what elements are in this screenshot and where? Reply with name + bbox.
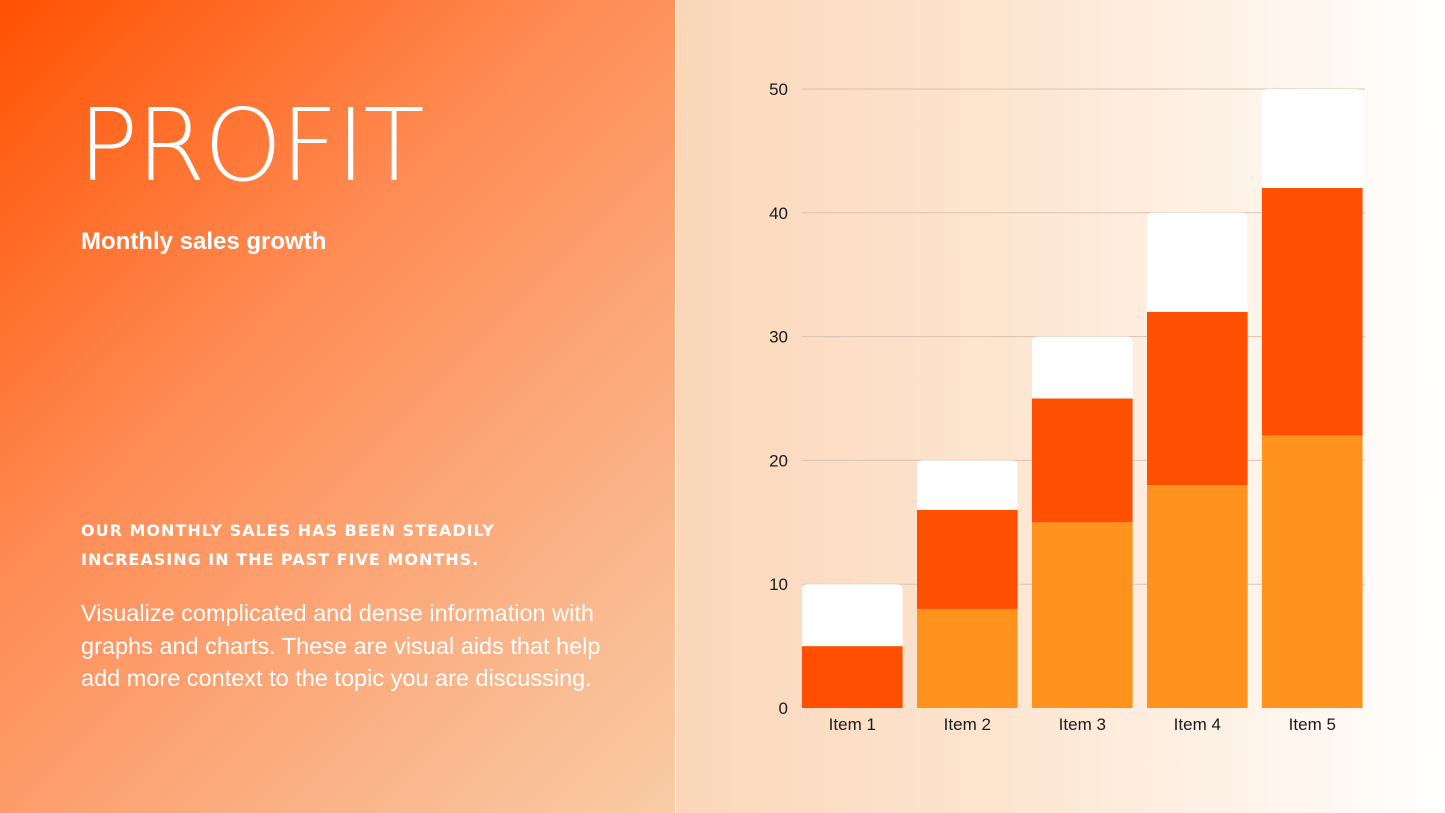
left-panel: PROFIT Monthly sales growth OUR MONTHLY …	[0, 0, 675, 813]
bar-segment-bottom	[1262, 435, 1363, 708]
y-tick-label: 0	[779, 699, 788, 718]
bar-segment-top	[917, 460, 1018, 510]
bar-segment-top	[1262, 89, 1363, 189]
x-tick-label: Item 2	[944, 715, 991, 734]
y-tick-label: 10	[769, 575, 788, 594]
bar-segment-middle	[917, 509, 1018, 609]
bar-segment-bottom	[1147, 485, 1248, 708]
bar-segment-bottom	[917, 608, 1018, 708]
x-tick-label: Item 1	[829, 715, 876, 734]
bar-segment-middle	[1147, 311, 1248, 486]
y-tick-label: 20	[769, 451, 788, 470]
bars	[802, 89, 1363, 708]
bar-segment-top	[802, 584, 903, 647]
x-tick-label: Item 3	[1059, 715, 1106, 734]
bar-segment-middle	[1262, 188, 1363, 436]
bar-segment-top	[1147, 212, 1248, 312]
body-text: Visualize complicated and dense informat…	[81, 600, 601, 691]
y-tick-label: 50	[769, 80, 788, 99]
page-subtitle: Monthly sales growth	[81, 228, 327, 255]
x-tick-label: Item 5	[1289, 715, 1336, 734]
y-tick-label: 30	[769, 328, 788, 347]
x-tick-label: Item 4	[1174, 715, 1221, 734]
bar-segment-bottom	[1032, 522, 1133, 708]
bar-segment-middle	[802, 646, 903, 708]
axis-labels: 0 10 20 30 40 50 Item 1 Item 2 Item 3 Item 4 Item …	[769, 80, 1336, 734]
highlight-text: OUR MONTHLY SALES HAS BEEN STEADILY INCR…	[81, 521, 495, 569]
stacked-bar-chart: 0 10 20 30 40 50 Item 1 Item 2 Item 3 Item 4 Item …	[769, 80, 1365, 734]
page-title: PROFIT	[78, 87, 425, 204]
y-tick-label: 40	[769, 204, 788, 223]
bar-segment-top	[1032, 336, 1133, 399]
bar-segment-middle	[1032, 398, 1133, 523]
